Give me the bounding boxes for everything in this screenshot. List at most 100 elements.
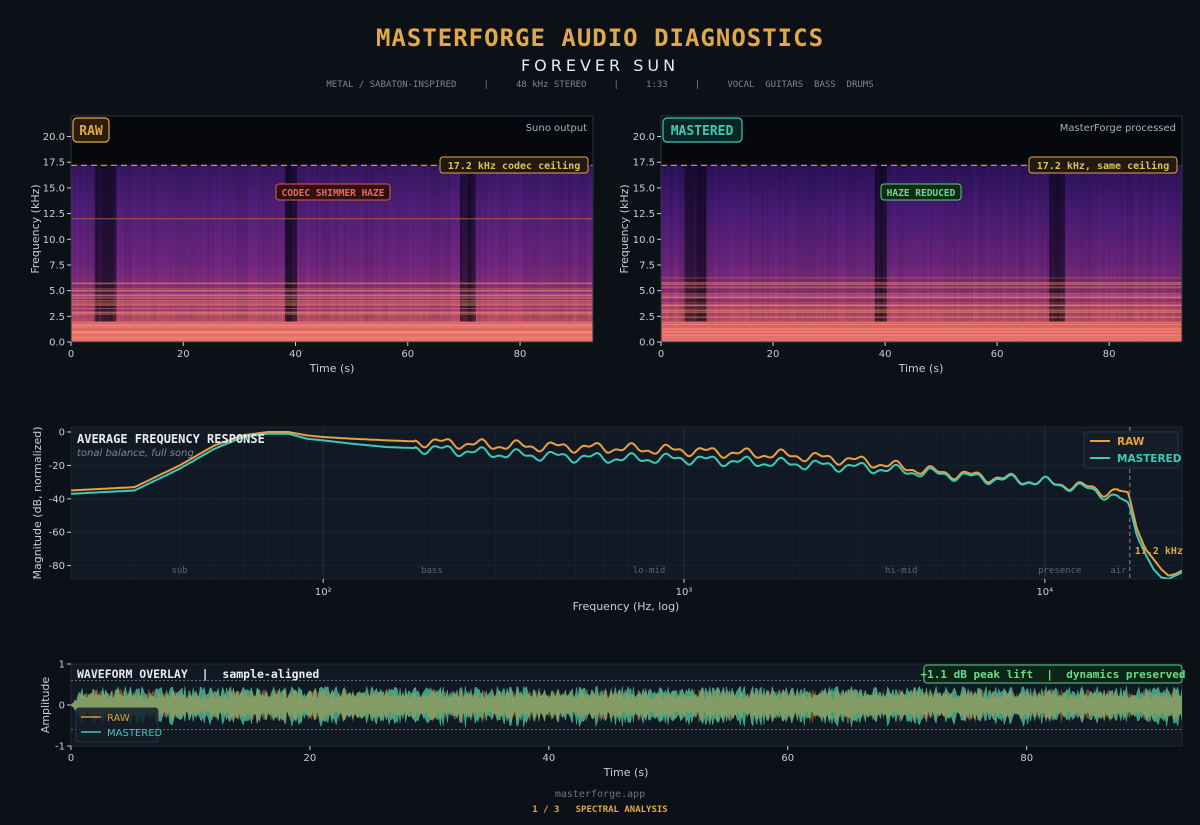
harmonic-band (661, 331, 1182, 333)
spectrogram-column (179, 165, 182, 322)
spectrogram-column (821, 165, 825, 322)
spectrogram-column (1006, 165, 1009, 322)
spectrogram-column (454, 165, 457, 322)
spectrogram-column (347, 165, 351, 322)
spectrogram-column (1123, 165, 1126, 322)
low-frequency-energy (661, 300, 1182, 342)
spectrogram-column (759, 165, 762, 322)
spectrogram-column (202, 165, 205, 322)
spectrogram-column (1021, 165, 1025, 322)
spectrogram-column (1041, 165, 1044, 322)
harmonic-band (71, 325, 593, 326)
spectrogram-column (418, 165, 421, 322)
spectrogram-column (1092, 165, 1095, 322)
harmonic-band (661, 309, 1182, 311)
ceiling-callout-label: 17.2 kHz, same ceiling (1037, 160, 1169, 172)
harmonic-band (71, 330, 593, 332)
spectrogram-column (894, 165, 897, 322)
harmonic-band (71, 335, 593, 337)
spectrogram-column (271, 165, 274, 322)
harmonic-band (661, 321, 1182, 323)
spectrogram-column (124, 165, 127, 322)
spectrogram-column (338, 165, 341, 322)
harmonic-band (661, 312, 1182, 313)
harmonic-band (71, 332, 593, 334)
raw-response-line (71, 431, 1182, 577)
x-tick-label: 0 (68, 349, 74, 360)
spectrogram-column (966, 165, 970, 322)
spectrogram-column (931, 165, 934, 322)
spectrogram-column (328, 165, 331, 322)
harmonic-band (71, 337, 593, 339)
spectrogram-column (941, 165, 944, 322)
spectrogram-column (232, 165, 235, 322)
spectrogram-column (843, 165, 846, 322)
x-tick-label: 10³ (676, 587, 693, 598)
spectrogram-column (102, 165, 105, 322)
spectrogram-column (585, 165, 588, 322)
spectrogram-column (294, 165, 298, 322)
spectrogram-column (86, 165, 89, 322)
track-meta: METAL / SABATON-INSPIRED | 48 kHz STEREO… (326, 80, 874, 90)
spectrogram-column (864, 165, 868, 322)
spectrogram-column (739, 165, 742, 322)
ceiling-callout (439, 156, 589, 174)
spectrogram-column (1076, 165, 1079, 322)
spectrogram-column (1176, 165, 1179, 322)
spectrogram-column (970, 165, 974, 322)
spectrogram-column (194, 165, 198, 322)
spectrogram-column (237, 165, 241, 322)
spectrogram-column (782, 165, 785, 322)
spectrogram-column (509, 165, 512, 322)
legend-raw-label: RAW (107, 713, 130, 724)
spectrogram-column (190, 165, 194, 322)
spectrogram-column (700, 165, 703, 322)
x-tick-label: 20 (767, 349, 780, 360)
spectrogram-column (532, 165, 535, 322)
harmonic-band (71, 312, 593, 313)
harmonic-band (661, 307, 1182, 309)
spectrogram-column (764, 165, 768, 322)
spectrogram-column (774, 165, 777, 322)
spectrogram-column (1084, 165, 1087, 322)
spectrogram-column (672, 165, 676, 322)
harmonic-band (661, 305, 1182, 307)
spectrogram-column (1019, 165, 1023, 322)
spectrogram-column (251, 165, 254, 322)
spectrogram-column (1108, 165, 1111, 322)
spectrogram-column (882, 165, 885, 322)
spectrogram-column (1074, 165, 1077, 322)
spectrogram-column (118, 165, 121, 322)
spectrogram-column (825, 165, 828, 322)
cutoff-label: 17.2 kHz (1135, 546, 1183, 557)
spectrogram-column (766, 165, 770, 322)
spectrogram-column (857, 165, 860, 322)
spectrogram-column (1119, 165, 1123, 322)
spectrogram-column (353, 165, 357, 322)
spectrogram-column (569, 165, 573, 322)
spectrogram-column (342, 165, 345, 322)
spectrogram-column (416, 165, 420, 322)
spectrogram-column (253, 165, 256, 322)
spectrogram-column (383, 165, 386, 322)
spectrogram-column (1031, 165, 1034, 322)
spectrogram-column (890, 165, 893, 322)
spectrogram-column (129, 165, 133, 322)
spectrogram-column (1049, 165, 1052, 322)
spectrogram-column (1017, 165, 1021, 322)
spectrogram-column (589, 165, 592, 322)
spectrogram-column (575, 165, 579, 322)
spectrogram-column (241, 165, 245, 322)
spectrogram-column (562, 165, 565, 322)
spectrogram-column (522, 165, 526, 322)
spectrogram-column (1090, 165, 1093, 322)
spectrogram-column (913, 165, 917, 322)
harmonic-band (661, 277, 1182, 279)
spectrogram-column (1037, 165, 1040, 322)
spectrogram-column (261, 165, 264, 322)
spectrogram-column (1025, 165, 1028, 322)
spectrogram-column (471, 165, 475, 322)
harmonic-band (661, 295, 1182, 297)
spectrogram-column (440, 165, 443, 322)
